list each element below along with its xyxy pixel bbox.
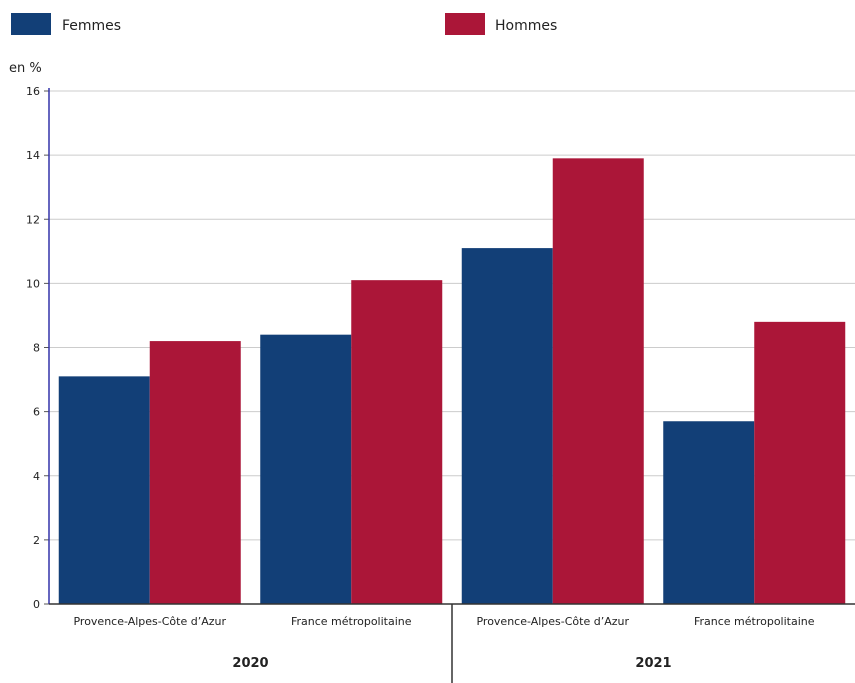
y-tick-label: 8 [33, 342, 40, 355]
group-label-2020: 2020 [232, 656, 268, 671]
y-tick-label: 0 [33, 598, 40, 611]
y-axis-unit-label: en % [9, 61, 42, 76]
y-tick-label: 4 [33, 470, 40, 483]
y-tick-label: 16 [26, 85, 40, 98]
y-tick-label: 6 [33, 406, 40, 419]
bars [58, 158, 846, 605]
y-tick-label: 2 [33, 534, 40, 547]
category-label: France métropolitaine [694, 615, 815, 628]
bar-femmes-3 [663, 421, 755, 604]
bar-hommes-0 [149, 341, 241, 604]
y-tick-label: 12 [26, 213, 40, 226]
category-label: Provence-Alpes-Côte d’Azur [476, 615, 629, 628]
category-label: Provence-Alpes-Côte d’Azur [73, 615, 226, 628]
bar-femmes-1 [260, 334, 352, 604]
bar-hommes-1 [351, 280, 443, 604]
bar-femmes-2 [461, 248, 553, 604]
y-axis-ticks: 0 2 4 6 8 10 12 14 16 [26, 85, 49, 611]
legend-swatch-hommes [445, 13, 485, 35]
legend-label-hommes: Hommes [495, 18, 557, 34]
category-label: France métropolitaine [291, 615, 412, 628]
bar-hommes-3 [754, 321, 846, 604]
legend-swatch-femmes [11, 13, 51, 35]
bar-femmes-0 [58, 376, 150, 604]
bar-hommes-2 [552, 158, 644, 605]
axes [48, 88, 855, 683]
y-tick-label: 14 [26, 149, 40, 162]
legend-label-femmes: Femmes [62, 18, 121, 34]
x-axis-labels: Provence-Alpes-Côte d’Azur France métropo… [73, 615, 814, 671]
group-label-2021: 2021 [635, 656, 671, 671]
y-tick-label: 10 [26, 277, 40, 290]
legend: Femmes Hommes [11, 13, 557, 35]
